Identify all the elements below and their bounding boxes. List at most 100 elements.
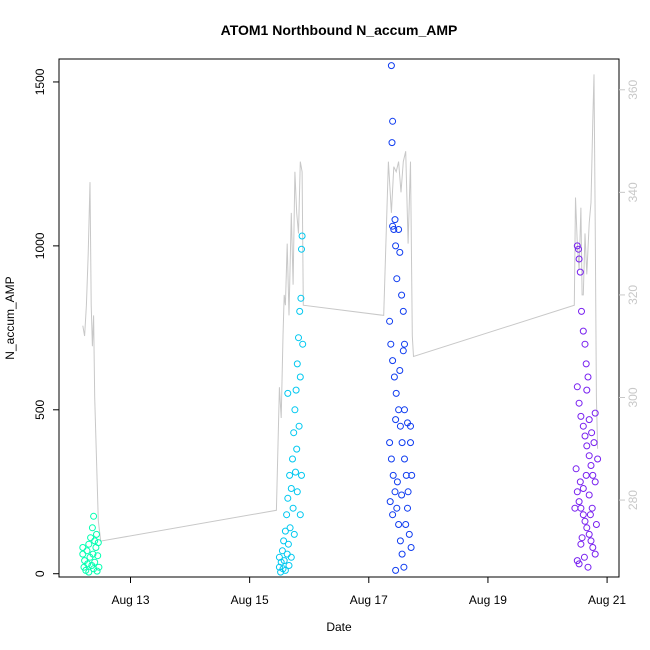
data-point bbox=[389, 117, 397, 125]
data-point bbox=[389, 471, 397, 479]
data-point bbox=[583, 524, 591, 532]
data-point bbox=[83, 547, 91, 555]
data-point bbox=[390, 373, 398, 381]
data-point bbox=[296, 373, 304, 381]
y2-tick-label: 280 bbox=[626, 490, 640, 510]
data-point bbox=[399, 347, 407, 355]
data-point bbox=[404, 419, 411, 427]
data-point bbox=[577, 540, 585, 548]
data-point bbox=[585, 491, 593, 499]
data-point bbox=[286, 524, 294, 532]
data-point bbox=[285, 562, 293, 569]
data-point bbox=[91, 537, 99, 545]
data-point bbox=[387, 62, 395, 70]
y-axis-label: N_accum_AMP bbox=[3, 276, 17, 359]
data-point bbox=[291, 406, 299, 414]
data-point bbox=[584, 373, 592, 381]
data-point bbox=[583, 442, 591, 450]
data-point bbox=[575, 498, 583, 506]
data-point bbox=[592, 521, 600, 528]
data-point bbox=[398, 439, 406, 447]
data-point bbox=[292, 386, 300, 394]
data-point bbox=[79, 550, 87, 558]
data-point bbox=[278, 547, 286, 555]
data-point bbox=[284, 389, 292, 397]
data-point bbox=[572, 465, 580, 473]
data-point bbox=[386, 498, 394, 506]
x-tick-label: Aug 17 bbox=[350, 593, 388, 607]
data-point bbox=[583, 386, 591, 394]
data-point bbox=[576, 268, 584, 276]
data-point bbox=[281, 527, 289, 535]
data-point bbox=[87, 534, 95, 542]
y2-tick-label: 340 bbox=[626, 182, 640, 202]
data-point bbox=[392, 566, 400, 574]
data-point bbox=[393, 478, 401, 486]
x-tick-label: Aug 15 bbox=[231, 593, 269, 607]
data-point bbox=[582, 360, 590, 368]
data-point bbox=[584, 563, 592, 571]
data-point bbox=[575, 560, 583, 568]
data-point bbox=[88, 524, 96, 532]
data-point bbox=[580, 553, 588, 561]
data-point bbox=[401, 455, 408, 463]
chart-title: ATOM1 Northbound N_accum_AMP bbox=[221, 22, 458, 38]
data-point bbox=[588, 429, 596, 437]
data-point bbox=[587, 537, 595, 545]
secondary-line-layer bbox=[82, 74, 599, 542]
data-point bbox=[577, 504, 585, 512]
data-point bbox=[386, 317, 394, 325]
data-point bbox=[390, 226, 398, 233]
data-point bbox=[392, 416, 400, 424]
data-point bbox=[578, 307, 585, 315]
data-point bbox=[402, 521, 410, 528]
data-point bbox=[289, 455, 296, 463]
data-point bbox=[404, 488, 412, 496]
data-point bbox=[295, 422, 303, 430]
data-point bbox=[404, 504, 411, 512]
y2-tick-label: 360 bbox=[626, 79, 640, 99]
data-point bbox=[284, 540, 292, 548]
data-point bbox=[585, 416, 593, 424]
data-point bbox=[293, 360, 301, 368]
data-point bbox=[585, 530, 593, 538]
data-point bbox=[581, 517, 589, 525]
data-point bbox=[573, 557, 581, 565]
data-point bbox=[392, 389, 400, 397]
data-point bbox=[585, 452, 593, 460]
data-point bbox=[84, 560, 92, 568]
data-point bbox=[579, 485, 587, 492]
data-point bbox=[575, 399, 583, 407]
data-point bbox=[393, 275, 401, 283]
data-point bbox=[283, 511, 291, 519]
data-point bbox=[591, 550, 599, 558]
data-point bbox=[578, 534, 586, 542]
data-point bbox=[292, 468, 299, 476]
data-point bbox=[579, 327, 587, 335]
data-point bbox=[577, 412, 585, 420]
data-point bbox=[576, 478, 584, 486]
data-point bbox=[396, 248, 404, 256]
data-point bbox=[395, 521, 403, 528]
data-point bbox=[296, 307, 304, 315]
data-point bbox=[405, 530, 413, 538]
data-point bbox=[297, 294, 305, 302]
data-point bbox=[296, 511, 304, 519]
data-point bbox=[389, 511, 397, 519]
data-point bbox=[286, 471, 294, 479]
data-point bbox=[387, 340, 395, 348]
data-point bbox=[299, 340, 307, 348]
data-point bbox=[388, 139, 396, 147]
data-point bbox=[293, 488, 301, 496]
data-point bbox=[402, 471, 410, 479]
data-point bbox=[90, 512, 98, 520]
data-point bbox=[579, 422, 587, 430]
data-point bbox=[290, 530, 298, 538]
x-axis-label: Date bbox=[326, 620, 352, 634]
data-point bbox=[89, 550, 97, 558]
y2-tick-label: 300 bbox=[626, 387, 640, 407]
data-point bbox=[391, 216, 399, 224]
data-point bbox=[281, 566, 289, 574]
data-point bbox=[589, 471, 597, 479]
